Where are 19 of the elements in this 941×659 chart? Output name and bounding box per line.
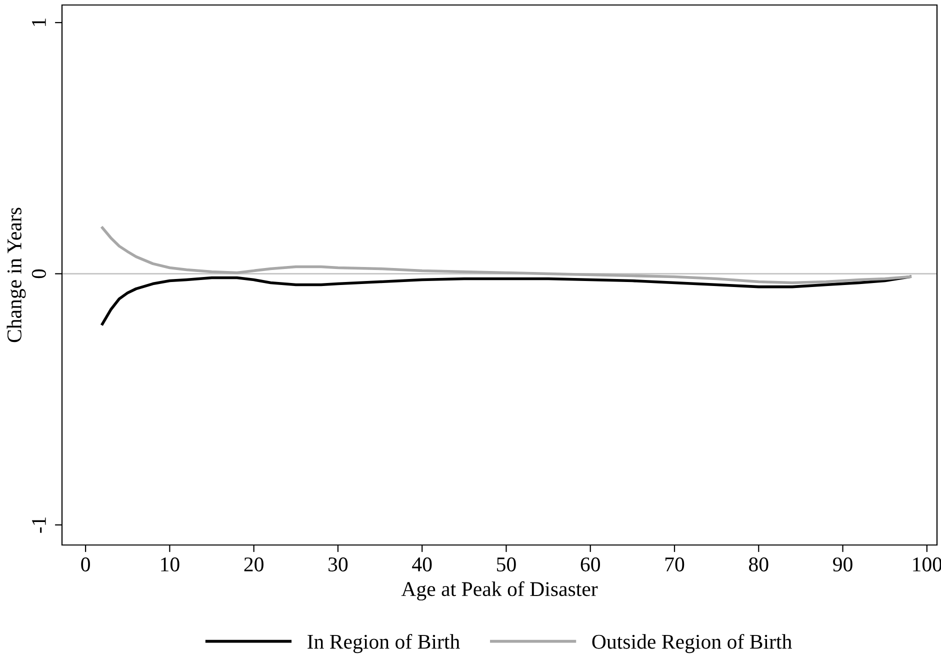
y-tick-label: 1 <box>32 18 46 26</box>
x-tick-label: 0 <box>81 557 90 572</box>
line-series <box>100 226 912 284</box>
y-axis-title: Change in Years <box>6 208 26 342</box>
y-tick-label: -1 <box>32 517 46 533</box>
x-tick-label: 80 <box>749 557 768 572</box>
x-axis-title: Age at Peak of Disaster <box>401 581 598 600</box>
line-series <box>100 275 912 326</box>
x-tick-label: 60 <box>580 557 600 572</box>
y-tick-label: 0 <box>32 269 46 278</box>
x-tick-label: 90 <box>833 557 852 572</box>
x-tick-label: 10 <box>161 557 180 572</box>
x-tick-label: 20 <box>244 557 264 572</box>
x-tick-label: 50 <box>497 557 516 572</box>
x-tick-label: 70 <box>665 557 684 572</box>
legend-label: In Region of Birth <box>308 634 460 654</box>
x-tick-label: 40 <box>412 557 432 572</box>
x-tick-label: 30 <box>328 557 348 572</box>
legend-label: Outside Region of Birth <box>592 634 792 654</box>
